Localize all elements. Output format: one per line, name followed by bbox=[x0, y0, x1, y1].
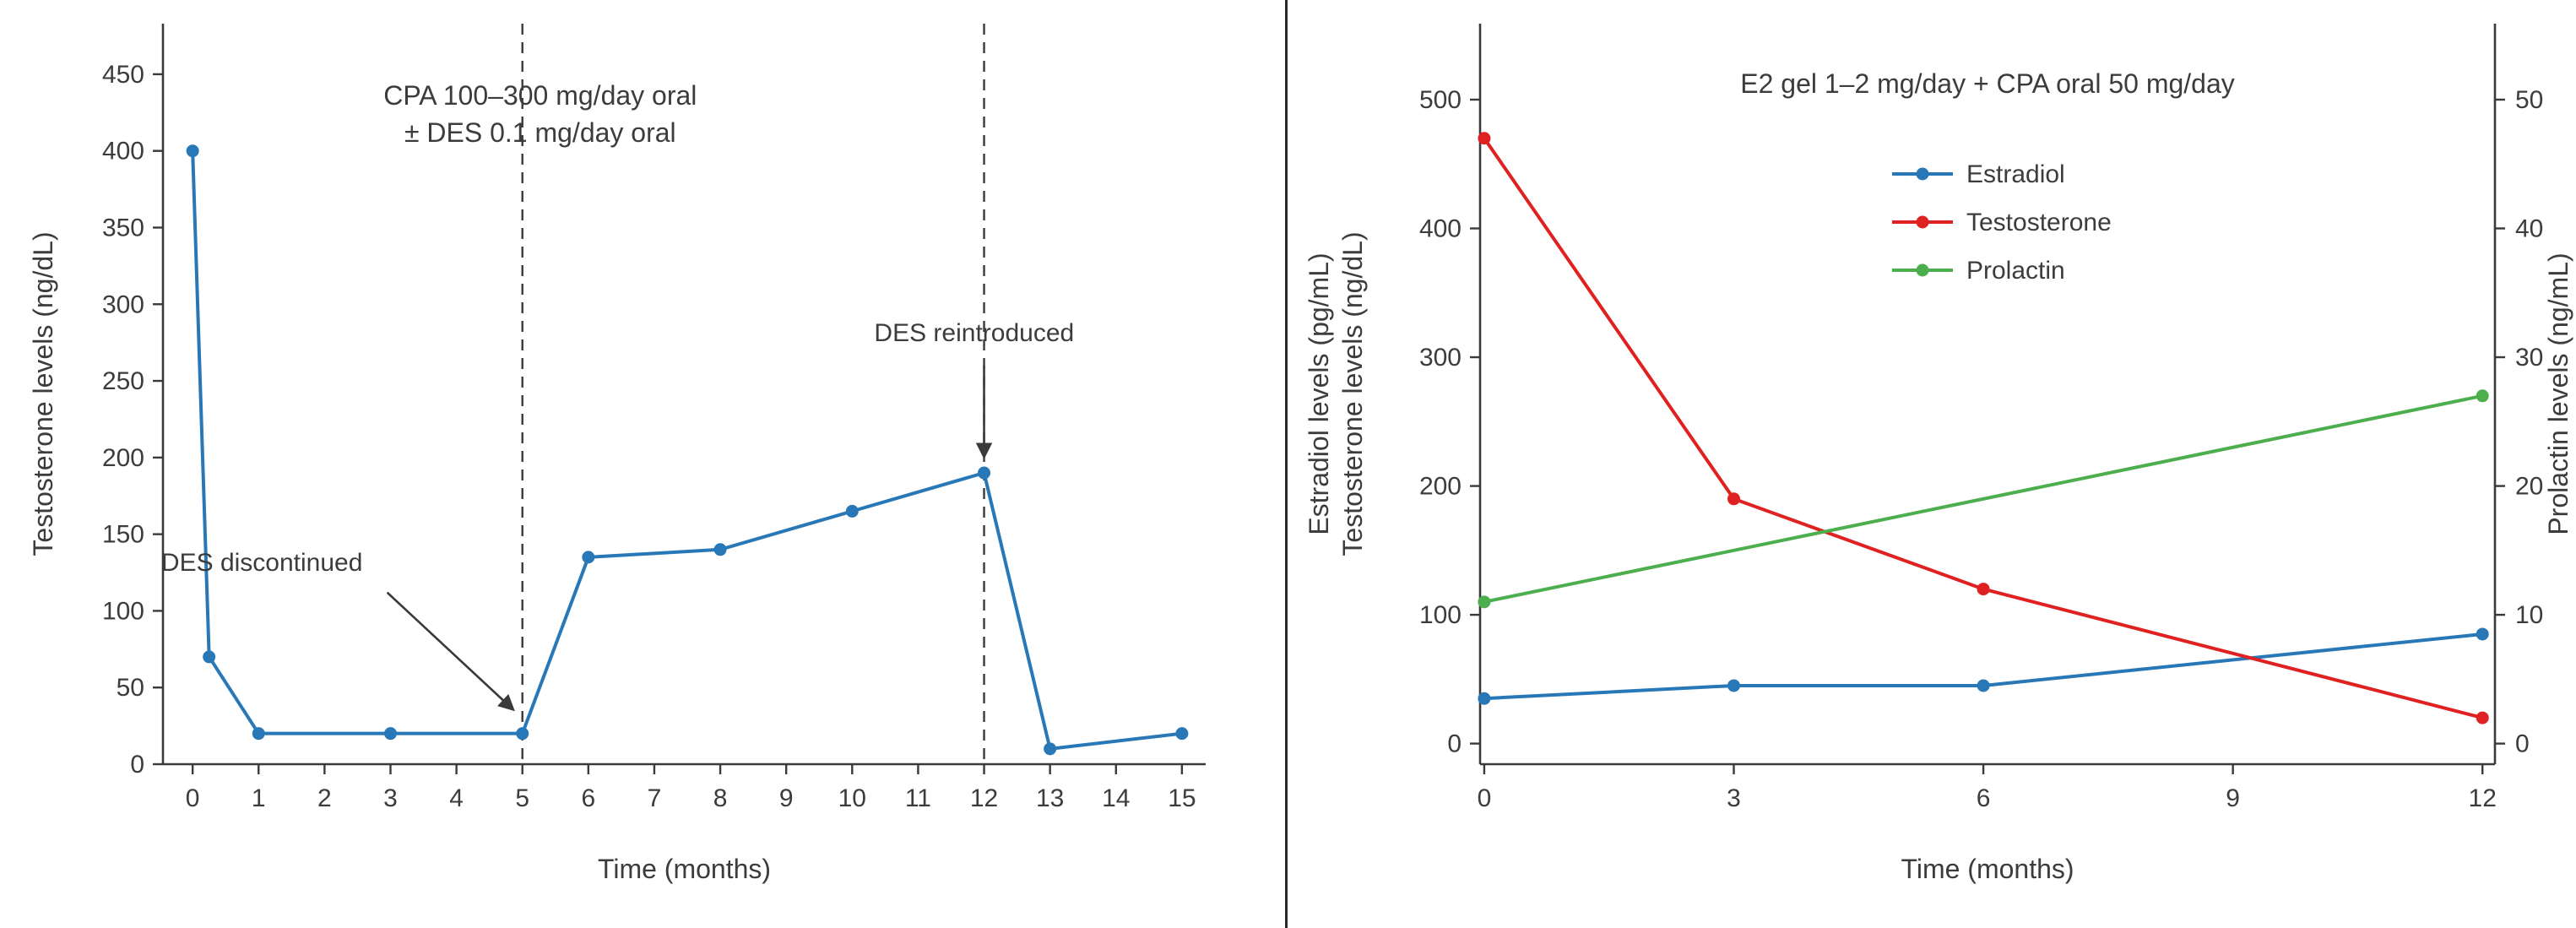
y-axis-label: Estradiol levels (pg/mL) bbox=[1304, 252, 1334, 535]
hormone-levels-chart: 0 3 6 9 12 0 100 200 300 400 500 0 10 20 30 40 50 Time (m… bbox=[1304, 24, 2573, 884]
data-point-testosterone bbox=[582, 551, 595, 564]
data-point-estradiol bbox=[1478, 692, 1491, 705]
y-tick-label: 0 bbox=[130, 751, 144, 779]
data-point-testosterone bbox=[383, 727, 397, 741]
y-tick-label: 350 bbox=[102, 214, 144, 241]
data-point-prolactin bbox=[2476, 389, 2489, 403]
y-tick-label: 100 bbox=[1419, 601, 1462, 629]
data-point-testosterone bbox=[186, 144, 199, 158]
series-line-prolactin bbox=[1482, 393, 2485, 604]
x-tick-label: 14 bbox=[1102, 784, 1130, 812]
x-tick-label: 3 bbox=[383, 784, 398, 812]
x-tick-label: 5 bbox=[515, 784, 529, 812]
x-tick-label: 4 bbox=[449, 784, 464, 812]
x-tick-label: 11 bbox=[905, 784, 931, 812]
right-y-tick-label: 40 bbox=[2515, 215, 2543, 243]
y-tick-label: 300 bbox=[1419, 344, 1462, 372]
legend-item-prolactin: Prolactin bbox=[1892, 257, 2065, 285]
legend-label: Testosterone bbox=[1966, 209, 2112, 236]
y-tick-label: 100 bbox=[102, 597, 144, 625]
x-tick-label: 1 bbox=[252, 784, 266, 812]
legend-label: Prolactin bbox=[1966, 257, 2065, 285]
x-tick-label: 8 bbox=[713, 784, 728, 812]
callout-text: DES reintroduced bbox=[874, 319, 1074, 347]
right-y-tick-label: 10 bbox=[2515, 601, 2543, 629]
x-axis-label: Time (months) bbox=[1901, 854, 2074, 884]
data-point-estradiol bbox=[1727, 679, 1740, 692]
right-y-tick-label: 30 bbox=[2515, 344, 2543, 372]
x-tick-label: 13 bbox=[1036, 784, 1064, 812]
x-tick-label: 12 bbox=[970, 784, 998, 812]
legend-marker bbox=[1916, 263, 1929, 277]
data-point-testosterone bbox=[1977, 583, 1990, 596]
data-point-estradiol bbox=[1977, 679, 1990, 692]
y-tick-label: 300 bbox=[102, 290, 144, 318]
x-tick-label: 9 bbox=[779, 784, 794, 812]
y-tick-label: 50 bbox=[117, 674, 144, 702]
y-tick-label: 400 bbox=[102, 138, 144, 166]
data-point-testosterone bbox=[203, 650, 216, 664]
right-y-tick-label: 20 bbox=[2515, 473, 2543, 501]
x-tick-label: 10 bbox=[838, 784, 866, 812]
x-tick-label: 15 bbox=[1168, 784, 1196, 812]
y-axis-label: Testosterone levels (ng/dL) bbox=[1337, 231, 1368, 556]
legend-marker bbox=[1916, 167, 1929, 181]
data-point-testosterone bbox=[516, 727, 529, 741]
y-tick-label: 400 bbox=[1419, 215, 1462, 243]
x-axis-label: Time (months) bbox=[598, 854, 771, 884]
data-point-testosterone bbox=[2476, 711, 2489, 724]
data-point-testosterone bbox=[1478, 132, 1491, 145]
legend-marker bbox=[1916, 215, 1929, 229]
x-tick-label: 3 bbox=[1727, 784, 1741, 812]
callout-text: DES discontinued bbox=[161, 549, 362, 577]
data-point-testosterone bbox=[252, 727, 265, 741]
chart-title: E2 gel 1–2 mg/day + CPA oral 50 mg/day bbox=[1740, 68, 2235, 99]
x-tick-label: 7 bbox=[648, 784, 662, 812]
x-tick-label: 9 bbox=[2226, 784, 2240, 812]
data-point-testosterone bbox=[1727, 492, 1740, 506]
series-line-testosterone bbox=[191, 149, 1184, 751]
data-point-testosterone bbox=[713, 543, 727, 556]
series-line-testosterone bbox=[1482, 136, 2485, 720]
regimen-annotation: ± DES 0.1 mg/day oral bbox=[404, 117, 676, 148]
data-point-estradiol bbox=[2476, 627, 2489, 641]
y-axis-label: Testosterone levels (ng/dL) bbox=[28, 231, 58, 556]
right-y-axis-label: Prolactin levels (ng/mL) bbox=[2543, 252, 2573, 535]
x-tick-label: 6 bbox=[1977, 784, 1991, 812]
data-point-prolactin bbox=[1478, 595, 1491, 609]
y-tick-label: 150 bbox=[102, 521, 144, 549]
y-tick-label: 450 bbox=[102, 61, 144, 89]
series-line-estradiol bbox=[1482, 632, 2485, 701]
right-y-tick-label: 50 bbox=[2515, 86, 2543, 114]
x-tick-label: 2 bbox=[317, 784, 332, 812]
data-point-testosterone bbox=[845, 504, 859, 518]
x-tick-label: 0 bbox=[186, 784, 200, 812]
y-tick-label: 500 bbox=[1419, 86, 1462, 114]
panel-divider bbox=[1285, 0, 1288, 928]
left-chart-panel: 0 1 2 3 4 5 6 7 8 9 10 11 12 13 14 15 0 50 100 150 200 250 300… bbox=[0, 0, 1285, 928]
right-chart-panel: 0 3 6 9 12 0 100 200 300 400 500 0 10 20 30 40 50 Time (m… bbox=[1288, 0, 2576, 928]
y-tick-label: 250 bbox=[102, 367, 144, 395]
x-tick-label: 12 bbox=[2469, 784, 2497, 812]
data-point-testosterone bbox=[978, 466, 991, 480]
y-tick-label: 200 bbox=[102, 444, 144, 472]
y-tick-label: 200 bbox=[1419, 473, 1462, 501]
right-y-tick-label: 0 bbox=[2515, 730, 2530, 758]
testosterone-timecourse-chart: 0 1 2 3 4 5 6 7 8 9 10 11 12 13 14 15050100150200250300… bbox=[28, 24, 1206, 884]
data-point-testosterone bbox=[1175, 727, 1189, 741]
regimen-annotation: CPA 100–300 mg/day oral bbox=[383, 80, 697, 111]
x-tick-label: 6 bbox=[581, 784, 595, 812]
legend-label: Estradiol bbox=[1966, 160, 2065, 188]
data-point-testosterone bbox=[1044, 742, 1057, 756]
y-tick-label: 0 bbox=[1447, 730, 1462, 758]
legend-item-testosterone: Testosterone bbox=[1892, 209, 2112, 236]
x-tick-label: 0 bbox=[1478, 784, 1492, 812]
legend-item-estradiol: Estradiol bbox=[1892, 160, 2065, 188]
callout-arrow bbox=[386, 591, 515, 712]
